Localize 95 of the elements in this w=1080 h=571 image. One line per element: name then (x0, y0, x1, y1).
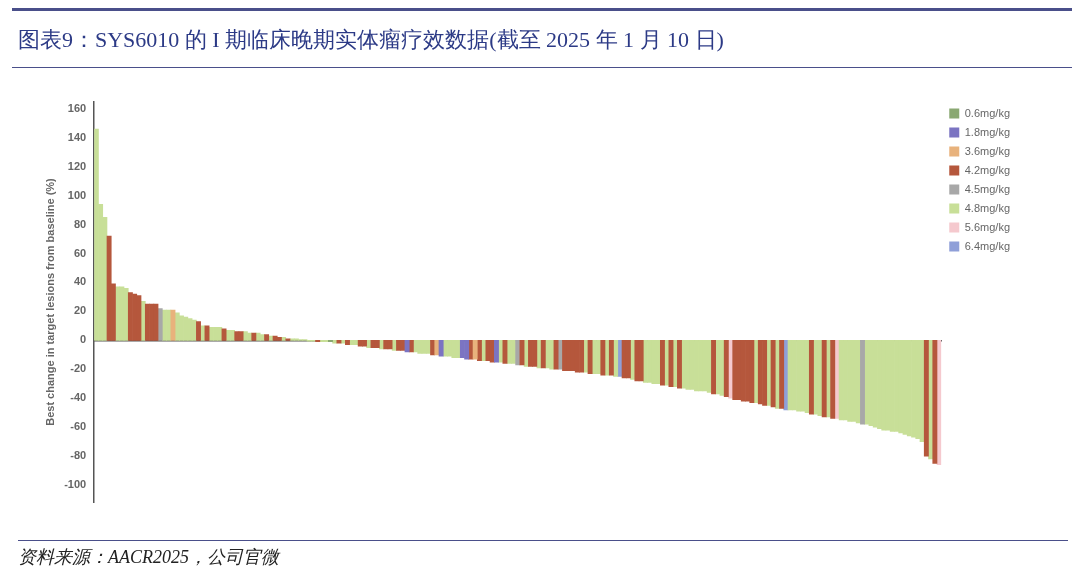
bar (808, 340, 814, 415)
y-tick-label: 140 (67, 130, 87, 143)
bar (315, 340, 321, 343)
bar (276, 337, 282, 341)
legend-label: 3.6mg/kg (964, 144, 1010, 157)
y-tick-label: -100 (64, 478, 87, 491)
bar (336, 340, 342, 344)
bar (238, 331, 244, 341)
bar (166, 309, 172, 341)
y-tick-label: -80 (70, 449, 87, 462)
y-tick-label: 80 (73, 217, 87, 230)
bar (817, 340, 823, 416)
bar (711, 340, 716, 395)
bar (119, 286, 125, 341)
bar (196, 321, 201, 341)
bar (723, 340, 729, 398)
legend-label: 5.6mg/kg (964, 220, 1010, 233)
bar (451, 340, 457, 359)
bar (540, 340, 546, 369)
bar (340, 340, 346, 344)
bar (251, 332, 257, 341)
legend-label: 4.2mg/kg (964, 163, 1010, 176)
bar (264, 334, 270, 341)
bar (438, 340, 444, 357)
legend-label: 4.8mg/kg (964, 201, 1010, 214)
legend-label: 0.6mg/kg (964, 106, 1010, 119)
bar (608, 340, 614, 376)
y-tick-label: 40 (73, 275, 87, 288)
bar (600, 340, 606, 376)
bar (464, 340, 470, 360)
bar (749, 340, 755, 403)
bar (677, 340, 682, 389)
bar (625, 340, 631, 379)
text: 资料来源：AACR2025，公司官微 (18, 540, 1068, 569)
bar (860, 340, 865, 425)
bar (881, 340, 887, 431)
bar (183, 316, 189, 341)
y-tick-label: 100 (67, 188, 87, 201)
bar (634, 340, 640, 382)
bar (800, 340, 806, 412)
y-tick-label: 0 (80, 333, 87, 346)
y-tick-label: -40 (70, 391, 87, 404)
bar (770, 340, 776, 408)
legend-label: 6.4mg/kg (964, 239, 1010, 252)
bar (830, 340, 836, 419)
bar (779, 340, 785, 409)
bar (374, 340, 380, 348)
bar (932, 340, 938, 464)
bar (417, 340, 423, 354)
bar (485, 340, 491, 361)
bar (651, 340, 657, 385)
bar (157, 308, 163, 341)
bar (732, 340, 738, 400)
legend-label: 4.5mg/kg (964, 182, 1010, 195)
bar (400, 340, 406, 351)
bar (915, 340, 921, 440)
bar (566, 340, 572, 372)
bar (515, 340, 521, 366)
bar (404, 340, 410, 353)
bar (217, 326, 223, 341)
bar (553, 340, 559, 370)
bar (579, 340, 585, 373)
legend-label: 1.8mg/kg (964, 125, 1010, 138)
bar (587, 340, 593, 374)
y-axis-title: Best change in target lesions from baseline (%) (43, 177, 56, 426)
chart-title: 图表9：SYS6010 的 I 期临床晚期实体瘤疗效数据(截至 2025 年 1 月 10 日) (12, 8, 1072, 68)
y-tick-label: 20 (73, 304, 87, 317)
bar (923, 340, 929, 457)
bar (234, 331, 240, 341)
bar (153, 303, 159, 341)
bar (434, 340, 440, 356)
bar (762, 340, 768, 406)
bar (638, 340, 644, 382)
bar (493, 340, 499, 363)
y-tick-label: 120 (67, 159, 87, 172)
bar (285, 338, 291, 341)
y-tick-label: 60 (73, 246, 87, 259)
bar (106, 235, 112, 341)
bar (136, 295, 142, 341)
bar (660, 340, 665, 386)
bar (345, 340, 350, 346)
bar (383, 340, 389, 350)
bar (847, 340, 853, 422)
bar (898, 340, 904, 434)
bar (532, 340, 538, 367)
bar (332, 340, 338, 344)
y-tick-label: 160 (67, 101, 87, 114)
y-tick-label: -60 (70, 420, 87, 433)
bar (698, 340, 704, 392)
bar (472, 340, 478, 360)
y-tick-label: -20 (70, 362, 87, 375)
bar (549, 340, 555, 370)
bar (821, 340, 827, 418)
bar (327, 340, 333, 343)
bar (362, 340, 367, 347)
